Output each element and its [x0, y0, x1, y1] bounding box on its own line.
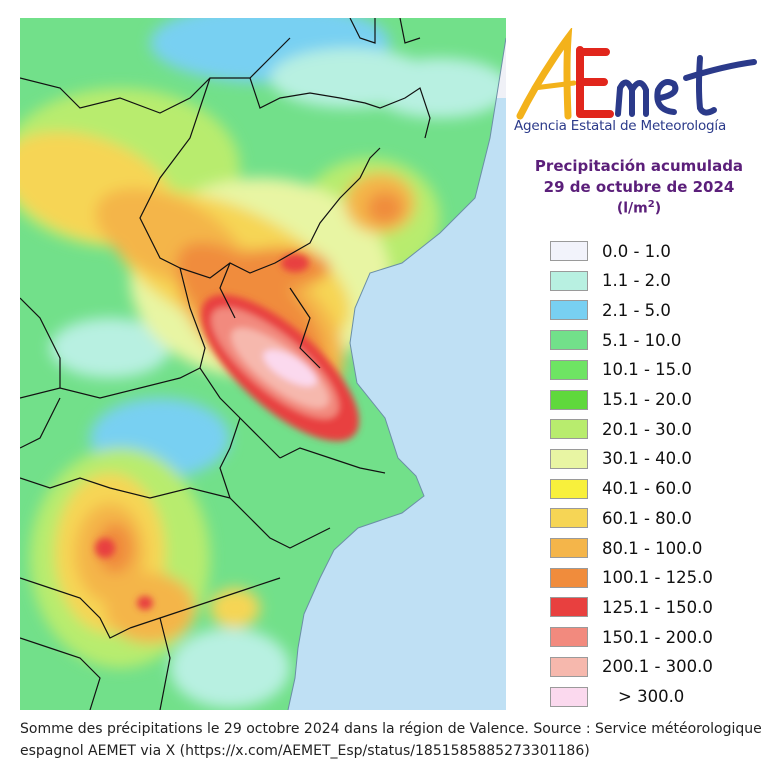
legend-swatch — [550, 300, 588, 321]
legend-label: 80.1 - 100.0 — [602, 538, 703, 558]
agency-name: Agencia Estatal de Meteorología — [514, 118, 727, 134]
legend-item: 80.1 - 100.0 — [550, 537, 702, 559]
legend-item: 5.1 - 10.0 — [550, 329, 681, 351]
legend-label: 40.1 - 60.0 — [602, 479, 692, 499]
map-date: 29 de octubre de 2024 — [543, 178, 735, 196]
legend-label: 100.1 - 125.0 — [602, 568, 713, 588]
legend-label: > 300.0 — [618, 687, 685, 706]
legend-swatch — [550, 478, 588, 499]
legend-swatch — [550, 567, 588, 588]
legend-item: 125.1 - 150.0 — [550, 596, 713, 618]
legend-label: 0.0 - 1.0 — [602, 241, 671, 261]
legend-item: 20.1 - 30.0 — [550, 418, 692, 440]
legend-swatch — [550, 686, 588, 707]
legend-swatch — [550, 389, 588, 410]
legend-item: > 300.0 — [550, 686, 684, 708]
legend-item: 40.1 - 60.0 — [550, 478, 692, 500]
legend-label: 1.1 - 2.0 — [602, 271, 671, 291]
figure-caption: Somme des précipitations le 29 octobre 2… — [20, 721, 762, 759]
legend-label: 15.1 - 20.0 — [602, 390, 692, 409]
legend-swatch — [550, 627, 588, 648]
legend-item: 15.1 - 20.0 — [550, 389, 692, 411]
legend-swatch — [550, 330, 588, 351]
aemet-logo — [516, 28, 757, 120]
legend-item: 60.1 - 80.0 — [550, 507, 692, 529]
legend-label: 20.1 - 30.0 — [602, 419, 692, 439]
region-borders — [20, 18, 431, 710]
legend-item: 0.0 - 1.0 — [550, 240, 671, 262]
legend-label: 30.1 - 40.0 — [602, 449, 692, 469]
legend-label: 125.1 - 150.0 — [602, 597, 713, 617]
legend-item: 30.1 - 40.0 — [550, 448, 692, 470]
legend-item: 2.1 - 5.0 — [550, 299, 671, 321]
legend-swatch — [550, 597, 588, 618]
coastline — [287, 37, 506, 710]
legend-label: 60.1 - 80.0 — [602, 508, 692, 528]
legend-item: 200.1 - 300.0 — [550, 656, 713, 678]
legend-swatch — [550, 270, 588, 291]
legend-swatch — [550, 241, 588, 261]
legend-panel: Agencia Estatal de Meteorología Precipit… — [506, 18, 772, 710]
legend-label: 200.1 - 300.0 — [602, 657, 713, 677]
legend-label: 10.1 - 15.0 — [602, 360, 692, 380]
precipitation-map — [20, 18, 506, 710]
map-title: Precipitación acumulada — [534, 157, 744, 175]
map-unit: (l/m2) — [616, 199, 662, 217]
legend-item: 10.1 - 15.0 — [550, 359, 692, 381]
legend-swatch — [550, 359, 588, 380]
legend-item: 1.1 - 2.0 — [550, 270, 671, 292]
legend-swatch — [550, 508, 588, 529]
legend-item: 100.1 - 125.0 — [550, 567, 713, 589]
legend-label: 5.1 - 10.0 — [602, 330, 682, 350]
legend-label: 2.1 - 5.0 — [602, 300, 671, 320]
legend-swatch — [550, 656, 588, 677]
legend-item: 150.1 - 200.0 — [550, 626, 713, 648]
legend-swatch — [550, 419, 588, 440]
legend-label: 150.1 - 200.0 — [602, 627, 713, 647]
legend-swatch — [550, 538, 588, 558]
legend-swatch — [550, 448, 588, 469]
